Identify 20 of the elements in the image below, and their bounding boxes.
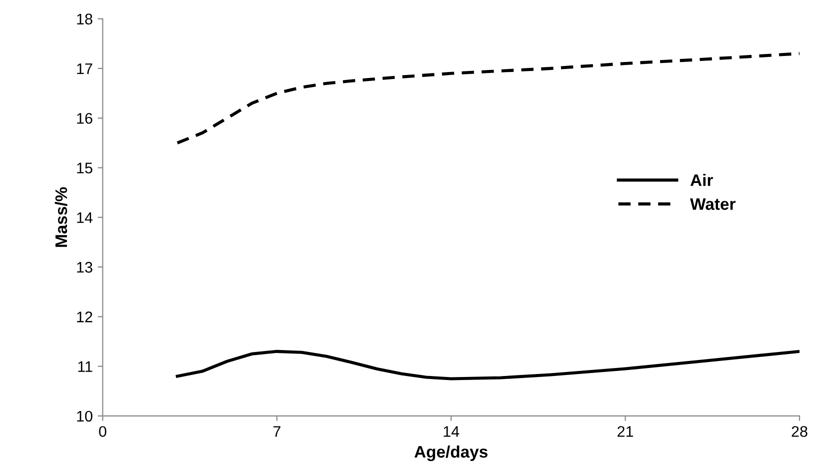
x-axis-title: Age/days bbox=[414, 445, 488, 462]
y-tick-label: 16 bbox=[77, 112, 92, 124]
y-tick-label: 12 bbox=[77, 312, 92, 322]
y-tick-label: 15 bbox=[77, 162, 92, 174]
y-tick-label: 11 bbox=[78, 361, 92, 372]
line-series bbox=[176, 350, 800, 380]
y-tick-label: 10 bbox=[77, 410, 92, 422]
y-axis-title: Mass/% bbox=[54, 187, 68, 247]
line-series bbox=[176, 52, 800, 144]
x-tick-label: 14 bbox=[444, 426, 460, 437]
x-tick-label: 7 bbox=[273, 426, 280, 437]
x-tick-label: 21 bbox=[618, 426, 634, 437]
x-tick-label: 28 bbox=[792, 426, 808, 437]
legend-label: Water bbox=[690, 198, 736, 210]
legend-label: Air bbox=[690, 174, 713, 186]
y-tick-label: 17 bbox=[77, 63, 92, 74]
x-tick-label: 0 bbox=[99, 426, 106, 437]
y-tick-label: 14 bbox=[77, 212, 93, 223]
y-tick-label: 18 bbox=[77, 14, 92, 24]
y-tick-label: 13 bbox=[77, 262, 92, 273]
